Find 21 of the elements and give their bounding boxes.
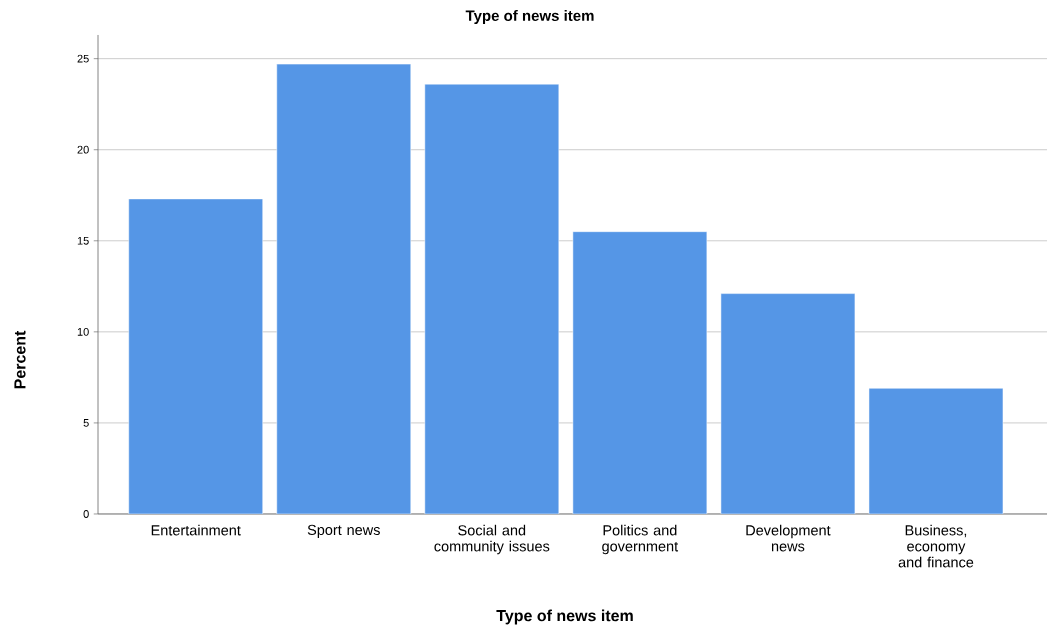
bar (128, 198, 263, 514)
y-tick-label: 0 (83, 510, 89, 518)
bar (424, 83, 560, 514)
bar (868, 388, 1004, 514)
x-tick-label: Business, economy and finance (898, 524, 974, 568)
x-tick-label: Politics and government (602, 524, 679, 555)
x-tick-label: Development news (746, 524, 831, 552)
chart-title: Type of news item (465, 9, 594, 24)
y-tick-label: 5 (83, 419, 89, 427)
bar (572, 231, 708, 514)
x-tick-label: Sport news (307, 524, 380, 538)
bar (720, 293, 856, 514)
y-tick-label: 15 (77, 236, 89, 245)
bar (276, 63, 412, 514)
y-axis-title: Percent (14, 330, 26, 389)
x-tick-label: Social and community issues (434, 524, 550, 555)
x-tick-label: Entertainment (151, 524, 241, 536)
x-axis-title: Type of news item (496, 609, 633, 625)
y-tick-label: 10 (77, 327, 89, 336)
y-tick-label: 20 (77, 145, 89, 154)
y-tick-label: 25 (77, 54, 89, 63)
